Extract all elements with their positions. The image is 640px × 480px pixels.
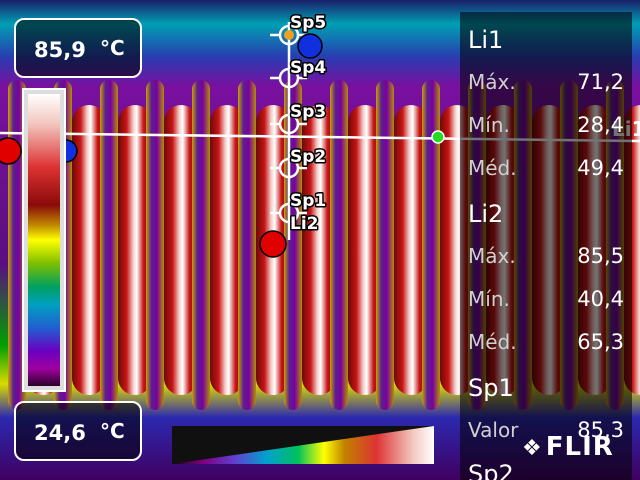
result-row: Méd. 49,4 <box>468 156 624 186</box>
min-temperature-value: 24,6 <box>34 421 86 445</box>
measurement-results-panel: Li1 Máx. 71,2 Mín. 28,4 Méd. 49,4 Li2 Má… <box>460 12 632 480</box>
spot-label-sp3: Sp3 <box>290 102 326 122</box>
spot-label-sp4: Sp4 <box>290 58 326 78</box>
result-row: Máx. 85,5 <box>468 244 624 274</box>
result-label: Máx. <box>468 70 516 94</box>
result-label: Máx. <box>468 244 516 268</box>
hot-line-marker-icon <box>0 137 22 165</box>
spot-label-sp2: Sp2 <box>290 147 326 167</box>
max-temperature-box: 85,9 °C <box>14 18 142 78</box>
result-label: Mín. <box>468 287 510 311</box>
result-row: Mín. 40,4 <box>468 287 624 317</box>
max-temperature-unit: °C <box>100 36 125 60</box>
spot-marker-sp4[interactable] <box>278 67 300 89</box>
result-row: Máx. 71,2 <box>468 70 624 100</box>
result-value: 49,4 <box>577 156 624 180</box>
result-value: 85,5 <box>577 244 624 268</box>
max-temperature-value: 85,9 <box>34 38 86 62</box>
spot-markers <box>270 24 307 224</box>
result-row: Valor 85,3 <box>468 418 624 448</box>
cold-spot-marker-icon <box>297 33 323 59</box>
palette-scale-mask <box>172 426 434 464</box>
min-temperature-unit: °C <box>100 419 125 443</box>
result-label: Méd. <box>468 156 517 180</box>
result-label: Mín. <box>468 113 510 137</box>
temperature-scale-gradient <box>28 94 60 386</box>
result-value: 28,4 <box>577 113 624 137</box>
spot-label-sp1: Sp1 <box>290 191 326 211</box>
brand-logo: ❖ FLIR <box>522 432 614 462</box>
group-title-li2: Li2 <box>468 200 504 228</box>
hot-spot-marker-icon <box>259 230 287 258</box>
group-title-sp1: Sp1 <box>468 374 514 402</box>
result-label: Méd. <box>468 330 517 354</box>
spot-label-sp5: Sp5 <box>290 13 326 33</box>
result-value: 65,3 <box>577 330 624 354</box>
spot-marker-sp5[interactable] <box>278 24 300 46</box>
spot-marker-sp1[interactable] <box>278 202 300 224</box>
brand-name: FLIR <box>545 432 614 462</box>
result-value: 40,4 <box>577 287 624 311</box>
result-row: Méd. 65,3 <box>468 330 624 360</box>
spot-sp5-dot-icon <box>284 30 294 40</box>
group-title-li1: Li1 <box>468 26 504 54</box>
result-label: Valor <box>468 418 519 442</box>
spot-marker-sp3[interactable] <box>278 113 300 135</box>
result-value: 85,3 <box>577 418 624 442</box>
flir-flame-icon: ❖ <box>522 436 543 461</box>
group-title-sp2: Sp2 <box>468 460 514 480</box>
min-temperature-box: 24,6 °C <box>14 401 142 461</box>
result-row: Mín. 28,4 <box>468 113 624 143</box>
line-label-li2: Li2 <box>290 214 319 234</box>
spot-marker-sp2[interactable] <box>278 157 300 179</box>
result-value: 71,2 <box>577 70 624 94</box>
temperature-scale-bar <box>22 88 66 392</box>
line-end-dot-icon[interactable] <box>431 130 445 144</box>
